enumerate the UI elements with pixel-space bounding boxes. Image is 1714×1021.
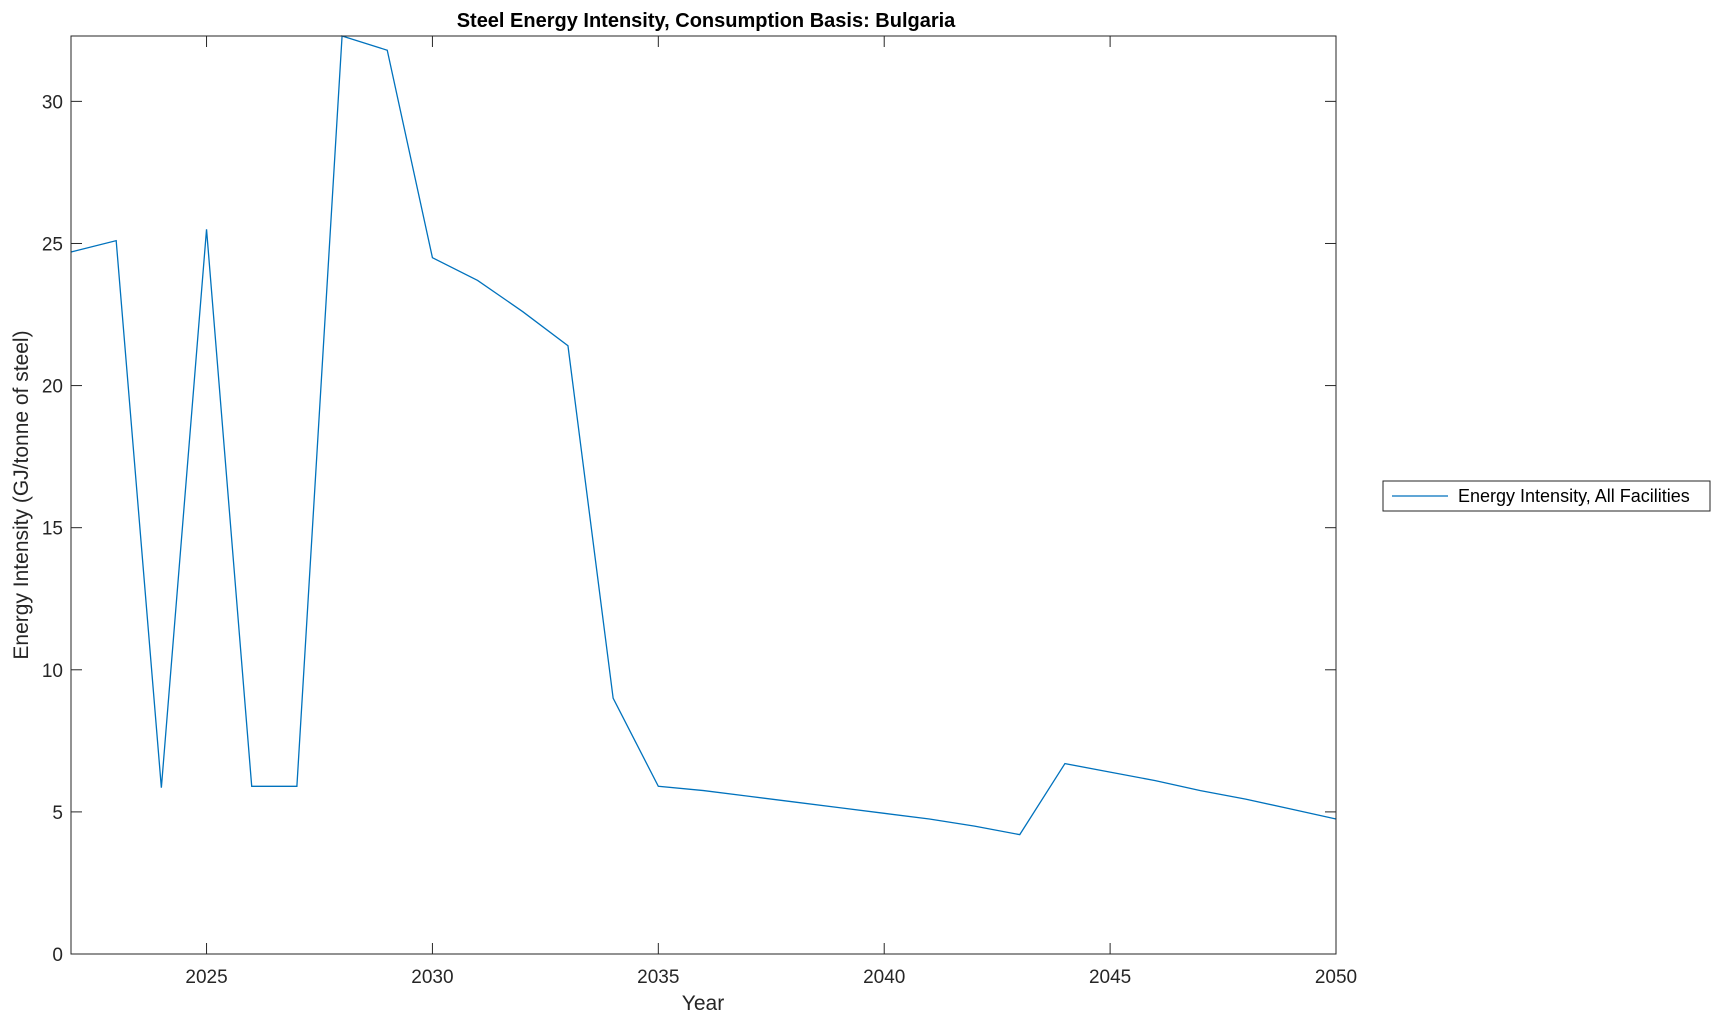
x-tick-label: 2035 xyxy=(637,967,679,988)
x-tick-label: 2025 xyxy=(185,967,227,988)
plot-area xyxy=(71,36,1336,954)
y-tick-label: 5 xyxy=(52,803,63,824)
legend: Energy Intensity, All Facilities xyxy=(1382,480,1711,512)
y-tick-label: 15 xyxy=(42,519,63,540)
x-tick-label: 2040 xyxy=(863,967,905,988)
y-tick-label: 0 xyxy=(52,945,63,966)
x-tick-label: 2030 xyxy=(411,967,453,988)
series-line-energy-intensity xyxy=(70,35,1337,836)
x-tick-label: 2050 xyxy=(1315,967,1357,988)
y-tick-label: 30 xyxy=(42,92,63,113)
y-tick-label: 20 xyxy=(42,377,63,398)
x-axis-label: Year xyxy=(682,992,724,1015)
y-tick-label: 25 xyxy=(42,234,63,255)
legend-entry-label: Energy Intensity, All Facilities xyxy=(1458,486,1690,506)
x-tick-label: 2045 xyxy=(1089,967,1131,988)
chart-title: Steel Energy Intensity, Consumption Basi… xyxy=(457,10,956,32)
y-axis-label: Energy Intensity (GJ/tonne of steel) xyxy=(10,330,33,659)
plot-frame xyxy=(70,35,1337,955)
y-tick-label: 10 xyxy=(42,661,63,682)
